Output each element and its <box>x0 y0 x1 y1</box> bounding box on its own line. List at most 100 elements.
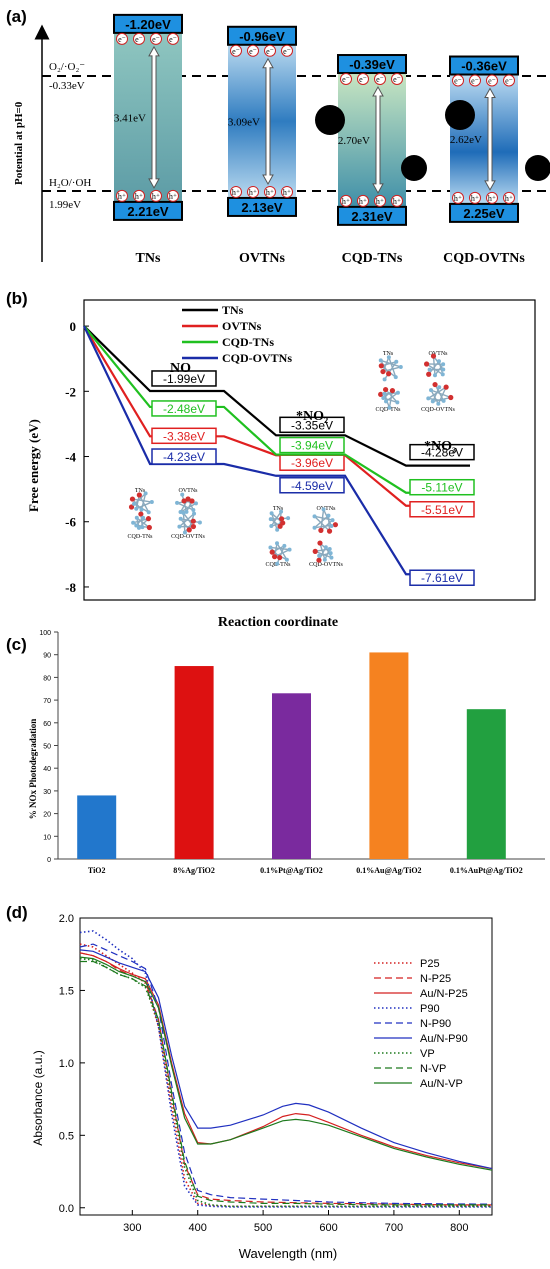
reaction-step-label: *NO₂ <box>296 409 328 424</box>
electron-label: e⁻ <box>283 47 291 56</box>
structure-caption: OVTNs <box>317 506 337 512</box>
hole-label: h⁺ <box>359 197 367 206</box>
energy-label: -7.61eV <box>421 571 463 585</box>
energy-label-box <box>279 477 345 494</box>
x-tick-label: 700 <box>385 1222 403 1234</box>
hole-symbol <box>281 185 293 198</box>
hole-symbol <box>133 189 145 202</box>
legend-label: Au/N-P90 <box>420 1033 468 1045</box>
legend-label-cqd-ovtns: CQD-OVTNs <box>222 351 292 365</box>
molecular-structure-icon <box>177 510 202 535</box>
hole-symbol <box>374 194 386 207</box>
y-tick-label: 100 <box>39 630 51 637</box>
vb-box-cqd-ovtns <box>449 202 519 223</box>
free-energy-chart: (b) Free energy (eV) Reaction coordinate… <box>6 289 536 627</box>
y-tick-label: 0 <box>70 319 77 334</box>
cb-value-cqd-tns: -0.39eV <box>349 57 395 72</box>
band-gap-arrow <box>262 57 274 185</box>
hole-symbol <box>264 185 276 198</box>
series-line-n-vp <box>80 960 492 1206</box>
category-label: 8%Ag/TiO2 <box>173 866 215 875</box>
hole-label: h⁺ <box>249 188 257 197</box>
hole-symbol <box>247 185 259 198</box>
plot-frame <box>79 917 493 1216</box>
photodegradation-bar-chart: (c) % NOx Photodegradation 0 10 20 30 40 50 60… <box>6 630 545 875</box>
electron-symbol <box>116 32 128 45</box>
category-label: TiO2 <box>88 866 106 875</box>
bar-4 <box>466 709 506 859</box>
electron-symbol <box>374 73 386 86</box>
legend-label: P90 <box>420 1003 440 1015</box>
electron-label: e⁻ <box>359 75 367 84</box>
electron-label: e⁻ <box>249 47 257 56</box>
hole-label: h⁺ <box>471 194 479 203</box>
energy-label: -1.99eV <box>163 372 205 386</box>
molecular-structure-icon <box>268 541 292 566</box>
structure-caption: OVTNs <box>429 351 449 357</box>
hole-symbol <box>357 194 369 207</box>
cb-value-tns: -1.20eV <box>125 17 171 32</box>
ref-h2o-label: H₂O/·OH <box>49 177 91 189</box>
energy-label: -3.94eV <box>291 439 333 453</box>
carbon-quantum-dot <box>525 155 550 181</box>
electron-symbol <box>247 44 259 57</box>
material-name-cqd-ovtns: CQD-OVTNs <box>443 251 525 266</box>
ref-o2-label: O₂/·O₂⁻ <box>49 61 85 73</box>
electron-symbol <box>167 32 179 45</box>
legend-label: Au/N-P25 <box>420 988 468 1000</box>
carbon-quantum-dot <box>445 100 475 130</box>
y-tick-label: -8 <box>65 580 76 595</box>
band-gap-value: 3.41eV <box>114 112 146 124</box>
y-tick-label: 20 <box>43 812 51 819</box>
x-axis-label-b: Reaction coordinate <box>218 615 338 627</box>
category-label: 0.1%AuPt@Ag/TiO2 <box>450 866 523 875</box>
structure-caption: CQD-OVTNs <box>309 562 343 568</box>
hole-label: h⁺ <box>488 194 496 203</box>
x-tick-label: 300 <box>123 1222 141 1234</box>
molecular-structure-icon <box>426 381 454 406</box>
y-tick-label: 50 <box>43 744 51 751</box>
hole-label: h⁺ <box>232 188 240 197</box>
hole-symbol <box>340 194 352 207</box>
band-body-cqd-ovtns <box>450 74 518 204</box>
legend-label-tns: TNs <box>222 303 244 317</box>
vb-value-ovtns: 2.13eV <box>241 200 283 215</box>
hole-symbol <box>150 189 162 202</box>
electron-symbol <box>264 44 276 57</box>
material-bands: -1.20eV 2.21eV e⁻ h⁺ e⁻ h⁺ e⁻ h⁺ e⁻ h⁺ 3.41eV TNs -0… <box>113 13 550 266</box>
y-axis-label-b: Free energy (eV) <box>26 419 41 512</box>
series-line-au-n-vp <box>79 956 493 1171</box>
legend-label: Au/N-VP <box>420 1078 463 1090</box>
electron-symbol <box>486 74 498 87</box>
hole-symbol <box>116 189 128 202</box>
y-axis-label-d: Absorbance (a.u.) <box>31 1050 45 1145</box>
electron-symbol <box>150 32 162 45</box>
absorbance-plot: 300 400 500 600 700 800 0.0 0.5 1.0 1.5 2.0 P25 N-P2… <box>59 913 493 1234</box>
vb-value-cqd-tns: 2.31eV <box>351 209 393 224</box>
energy-label: -5.51eV <box>421 503 463 517</box>
hole-label: h⁺ <box>342 197 350 206</box>
panel-label-d: (d) <box>6 903 28 922</box>
vb-value-cqd-ovtns: 2.25eV <box>463 206 505 221</box>
electron-label: e⁻ <box>342 75 350 84</box>
band-gap-value: 2.62eV <box>450 134 482 146</box>
legend-label: N-P90 <box>420 1018 451 1030</box>
hole-symbol <box>486 191 498 204</box>
y-tick-label: 10 <box>43 834 51 841</box>
ref-h2o-value: 1.99eV <box>49 199 81 211</box>
carbon-quantum-dot <box>315 105 345 135</box>
material-name-tns: TNs <box>136 251 161 266</box>
electron-symbol <box>452 74 464 87</box>
panel-a: (a) Potential at pH=0 O₂/·O₂⁻ -0.33eV H₂… <box>0 0 550 270</box>
panel-label-c: (c) <box>6 635 27 654</box>
vb-box-ovtns <box>227 196 297 217</box>
bar-2 <box>272 693 311 859</box>
material-name-cqd-tns: CQD-TNs <box>342 251 403 266</box>
molecular-structure-icon <box>312 540 334 563</box>
band-body-ovtns <box>228 44 296 198</box>
electron-symbol <box>357 73 369 86</box>
series-line-au-n-p90 <box>79 949 493 1170</box>
y-axis-label-c: % NOx Photodegradation <box>28 719 38 820</box>
hole-symbol <box>452 191 464 204</box>
structure-caption: CQD-OVTNs <box>421 407 455 413</box>
